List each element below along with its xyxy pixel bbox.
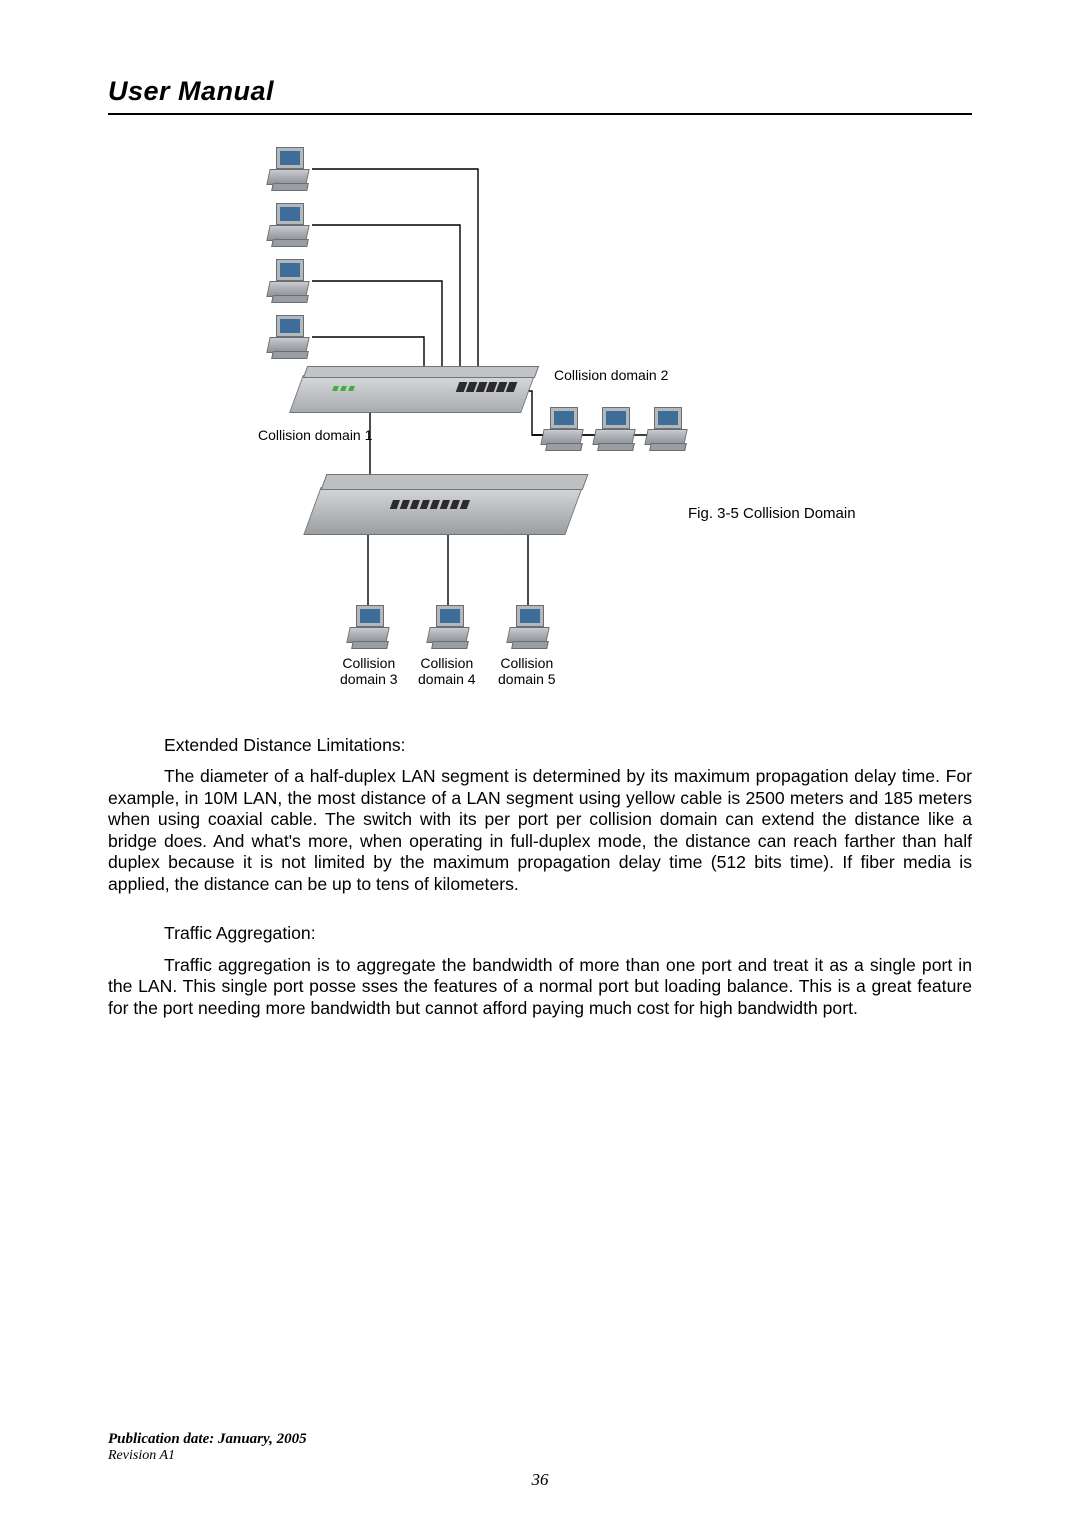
page: User Manual [0,0,1080,1526]
label-collision-domain-4: Collision domain 4 [418,655,476,687]
figure-caption: Fig. 3-5 Collision Domain [688,505,856,522]
section-title-aggregation: Traffic Aggregation: [108,923,972,944]
header-title: User Manual [108,76,972,107]
pc-icon [346,605,390,649]
section-traffic-aggregation: Traffic Aggregation: Traffic aggregation… [108,923,972,1019]
page-footer: Publication date: January, 2005 Revision… [108,1431,307,1464]
page-header: User Manual [108,76,972,115]
publication-date: Publication date: January, 2005 [108,1431,307,1448]
section-body-aggregation: Traffic aggregation is to aggregate the … [108,955,972,1019]
section-extended-distance: Extended Distance Limitations: The diame… [108,735,972,895]
revision-line: Revision A1 [108,1448,307,1464]
label-collision-domain-3: Collision domain 3 [340,655,398,687]
figure-collision-domain: Collision domain 1 Collision domain 2 Fi… [248,145,908,705]
section-title-extended: Extended Distance Limitations: [108,735,972,756]
page-number: 36 [0,1470,1080,1490]
pc-icon [592,407,636,451]
pc-icon [644,407,688,451]
label-collision-domain-1: Collision domain 1 [258,427,372,443]
switch-device [289,375,535,413]
section-body-extended: The diameter of a half-duplex LAN segmen… [108,766,972,895]
pc-icon [426,605,470,649]
pc-icon [266,259,310,303]
label-collision-domain-5: Collision domain 5 [498,655,556,687]
pc-icon [266,315,310,359]
label-collision-domain-2: Collision domain 2 [554,367,668,383]
hub-device [303,487,582,535]
pc-icon [266,203,310,247]
pc-icon [540,407,584,451]
pc-icon [506,605,550,649]
pc-icon [266,147,310,191]
